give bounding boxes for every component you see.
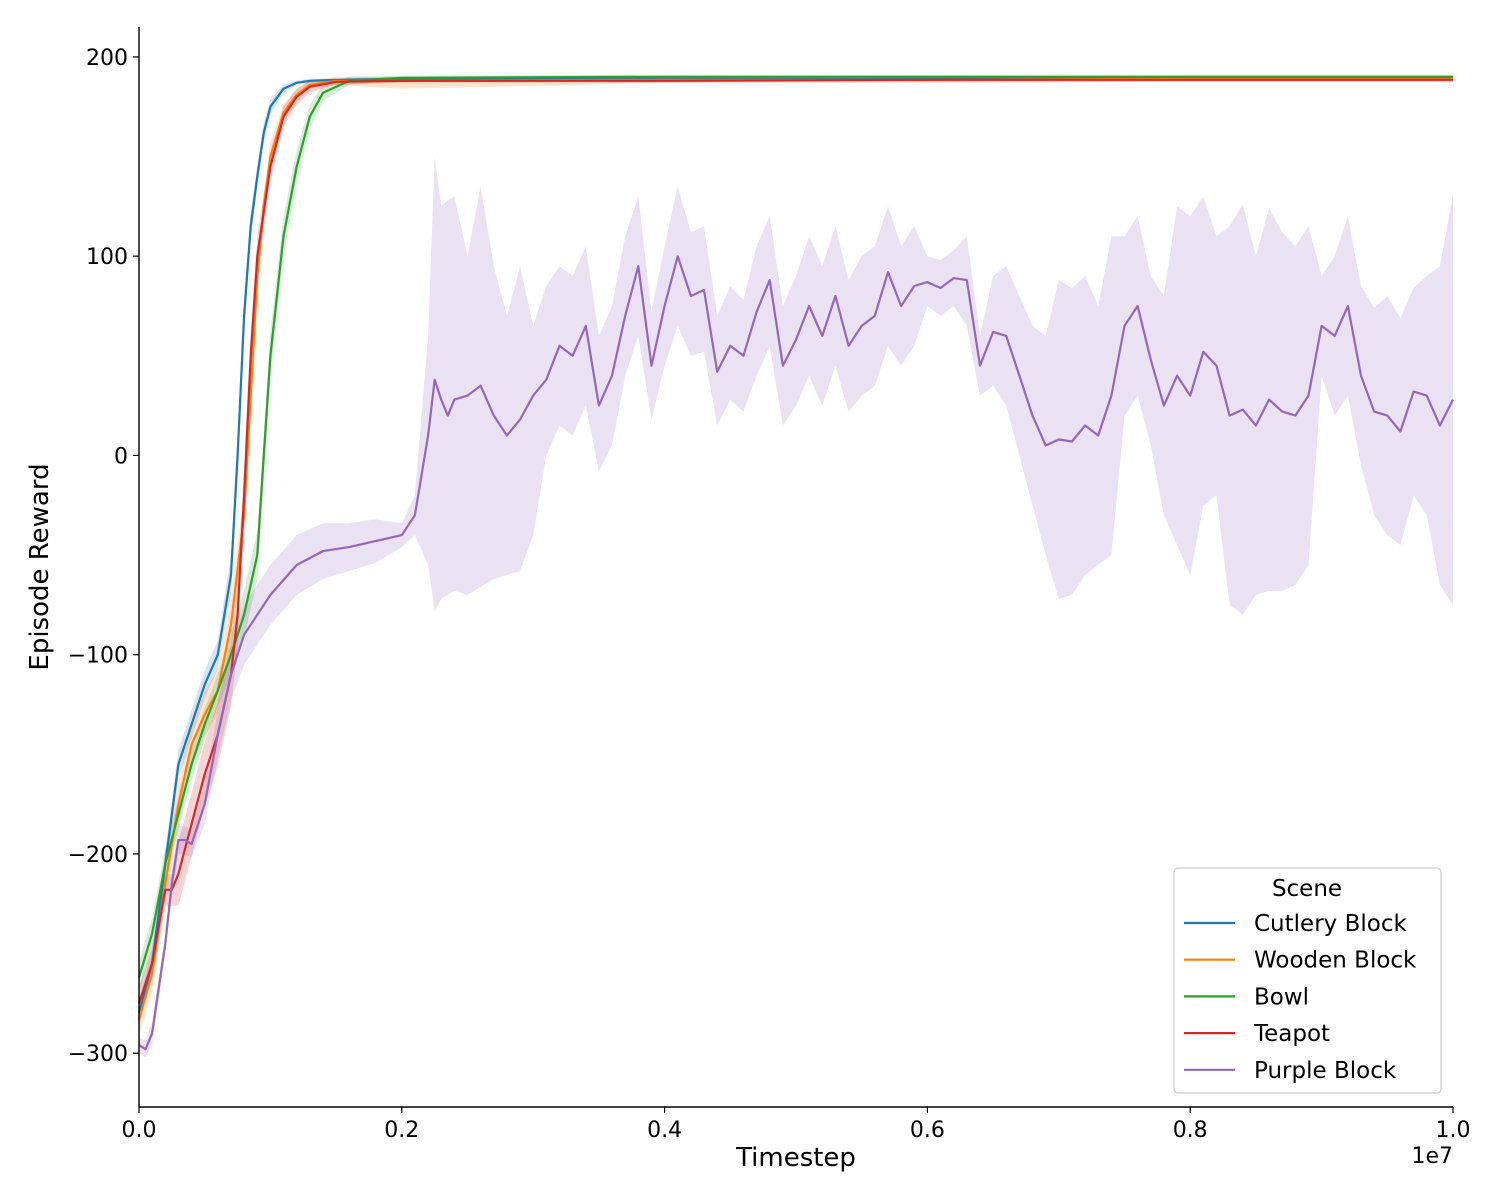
y-tick-label: −200 [68,843,128,868]
y-ticks: −300 −200 −100 0 100 200 [68,46,139,1067]
legend-label: Cutlery Block [1254,911,1407,937]
y-axis-label: Episode Reward [25,463,55,670]
y-tick-label: 200 [86,46,128,71]
legend-label: Wooden Block [1254,948,1417,974]
legend-title: Scene [1272,876,1342,902]
legend-frame [1173,867,1442,1094]
series-lines [137,75,1454,1051]
legend-items: Cutlery Block Wooden Block Bowl Teapot Purpl… [1184,911,1417,1084]
legend-label: Teapot [1253,1021,1330,1047]
x-tick-label: 0.8 [1173,1118,1208,1143]
y-tick-label: −300 [68,1042,128,1067]
x-tick-label: 0.0 [122,1118,157,1143]
legend: Scene Cutlery Block Wooden Block Bowl Teapo… [1173,867,1442,1094]
band-purple-block [139,156,1453,1058]
x-tick-label: 0.2 [384,1118,419,1143]
x-offset-text: 1e7 [1411,1144,1453,1169]
x-tick-label: 0.4 [647,1118,682,1143]
legend-label: Bowl [1254,984,1309,1010]
y-tick-label: 0 [114,444,128,469]
axes [138,27,1453,1108]
y-tick-label: 100 [86,245,128,270]
legend-label: Purple Block [1254,1058,1397,1084]
x-tick-label: 0.6 [910,1118,945,1143]
line-bowl [137,75,1453,978]
line-purple-block [138,255,1454,1051]
x-tick-label: 1.0 [1436,1118,1471,1143]
x-axis-label: Timestep [735,1143,856,1173]
x-ticks: 0.0 0.2 0.4 0.6 0.8 1.0 [122,1107,1471,1143]
y-tick-label: −100 [68,644,128,669]
line-cutlery-block [137,76,1453,1014]
line-teapot [137,78,1453,1004]
